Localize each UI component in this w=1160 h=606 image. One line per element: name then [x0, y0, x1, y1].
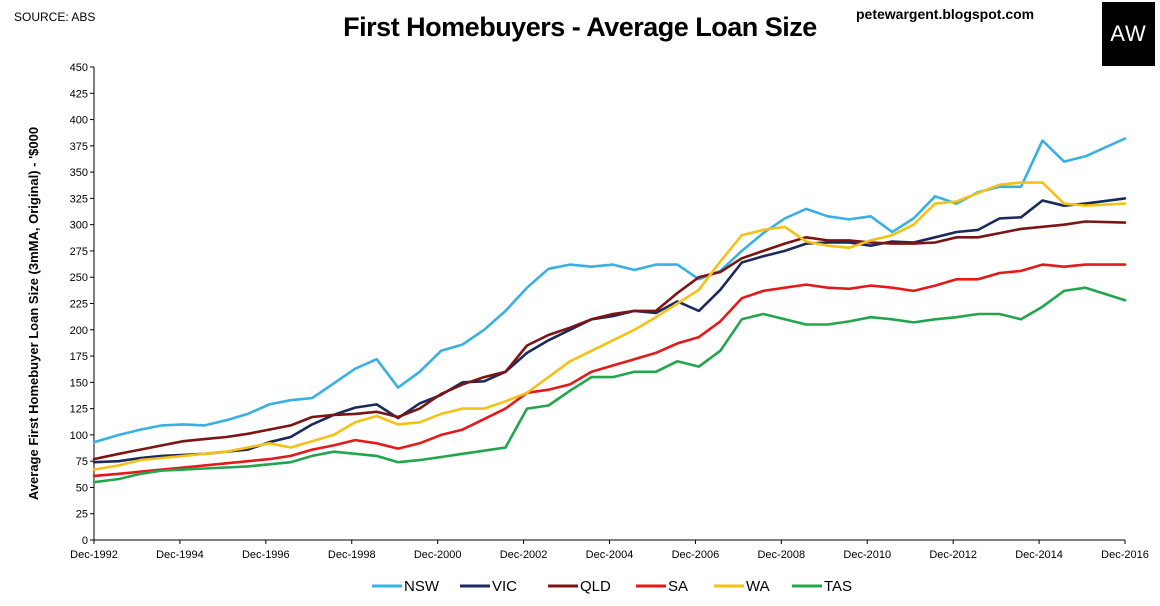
- series-line-qld: [92, 220, 1127, 461]
- x-tick-label: Dec-1994: [156, 549, 204, 561]
- x-tick-label: Dec-1996: [242, 549, 290, 561]
- y-tick-label: 50: [76, 482, 88, 494]
- y-tick-label: 225: [70, 299, 88, 311]
- x-tick-label: Dec-2010: [843, 549, 891, 561]
- x-tick-label: Dec-2014: [1015, 549, 1063, 561]
- series-line-wa: [92, 181, 1127, 471]
- chart-legend: NSW VIC QLD SA WA TAS: [372, 578, 852, 595]
- y-tick-label: 450: [70, 62, 88, 74]
- legend-label-nsw: NSW: [404, 578, 440, 595]
- y-axis-label: Average First Homebuyer Loan Size (3mMA,…: [26, 127, 41, 500]
- x-tick-label: Dec-2016: [1101, 549, 1149, 561]
- y-tick-label: 175: [70, 351, 88, 363]
- series-line-nsw: [92, 137, 1127, 444]
- source-label: SOURCE: ABS: [14, 10, 96, 24]
- legend-label-qld: QLD: [580, 578, 611, 595]
- y-tick-label: 150: [70, 377, 88, 389]
- x-tick-label: Dec-2006: [672, 549, 720, 561]
- y-tick-label: 25: [76, 509, 88, 521]
- x-tick-label: Dec-2002: [500, 549, 548, 561]
- x-tick-label: Dec-1992: [70, 549, 118, 561]
- y-tick-label: 275: [70, 246, 88, 258]
- legend-label-sa: SA: [668, 578, 688, 595]
- x-tick-label: Dec-2012: [929, 549, 977, 561]
- y-tick-label: 350: [70, 167, 88, 179]
- x-tick-label: Dec-1998: [328, 549, 376, 561]
- y-tick-label: 425: [70, 88, 88, 100]
- blog-label: petewargent.blogspot.com: [856, 6, 1035, 22]
- y-tick-label: 375: [70, 141, 88, 153]
- legend-label-vic: VIC: [492, 578, 517, 595]
- chart-series: [92, 137, 1127, 484]
- legend-label-wa: WA: [746, 578, 770, 595]
- y-tick-label: 0: [82, 535, 88, 547]
- y-tick-label: 300: [70, 220, 88, 232]
- y-tick-label: 200: [70, 325, 88, 337]
- x-tick-label: Dec-2008: [757, 549, 805, 561]
- logo-text: AW: [1110, 21, 1147, 46]
- y-tick-label: 250: [70, 272, 88, 284]
- y-tick-label: 100: [70, 430, 88, 442]
- chart-title: First Homebuyers - Average Loan Size: [343, 12, 817, 42]
- series-line-tas: [92, 286, 1127, 484]
- y-tick-label: 325: [70, 193, 88, 205]
- chart-axes: 0 25 50 75 100 125 150 175 200 225 250 275 300 325 350…: [70, 62, 1149, 561]
- legend-label-tas: TAS: [824, 578, 852, 595]
- x-tick-label: Dec-2004: [586, 549, 634, 561]
- y-tick-label: 75: [76, 456, 88, 468]
- aw-logo: AW: [1102, 2, 1155, 66]
- y-tick-label: 400: [70, 115, 88, 127]
- x-tick-label: Dec-2000: [414, 549, 462, 561]
- y-tick-label: 125: [70, 404, 88, 416]
- series-line-sa: [92, 263, 1127, 478]
